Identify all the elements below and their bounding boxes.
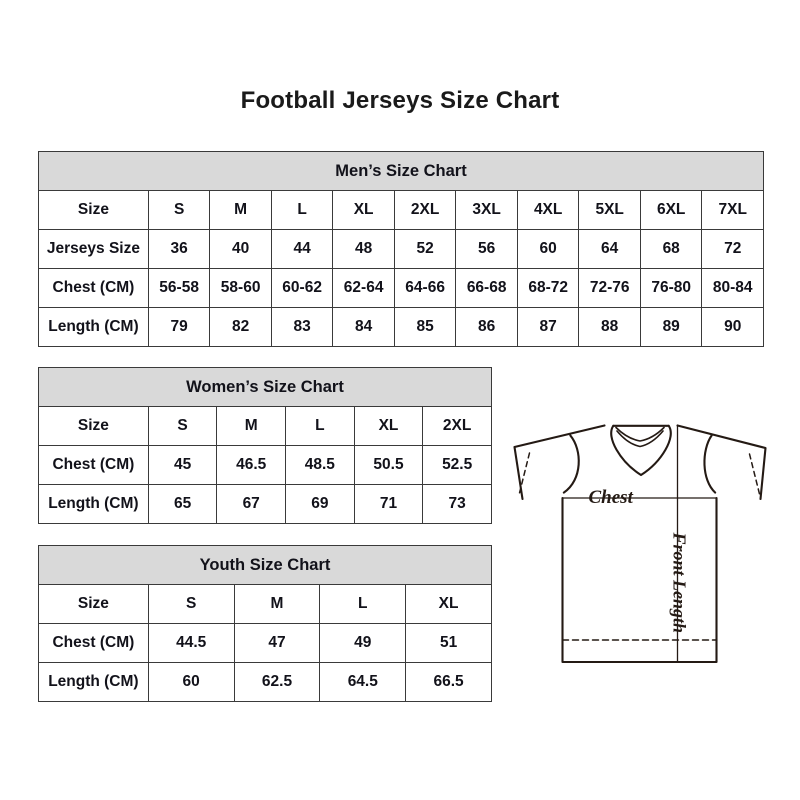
- svg-text:Chest: Chest: [589, 487, 634, 508]
- svg-text:Front Length: Front Length: [670, 531, 690, 633]
